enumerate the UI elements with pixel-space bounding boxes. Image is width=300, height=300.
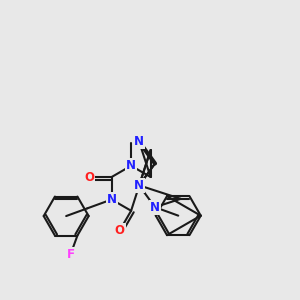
Text: O: O bbox=[115, 224, 125, 237]
Text: N: N bbox=[134, 179, 144, 192]
Text: N: N bbox=[134, 135, 144, 148]
Text: O: O bbox=[84, 170, 94, 184]
Text: N: N bbox=[150, 201, 160, 214]
Text: F: F bbox=[67, 248, 74, 261]
Text: N: N bbox=[106, 193, 117, 206]
Text: N: N bbox=[126, 159, 136, 172]
